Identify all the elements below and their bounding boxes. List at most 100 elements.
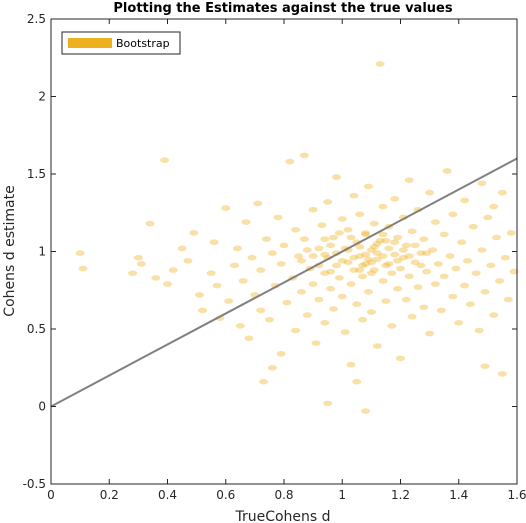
scatter-point (264, 316, 274, 323)
x-tick-label: 0.6 (216, 488, 235, 502)
scatter-point (366, 270, 376, 277)
scatter-point (497, 189, 507, 196)
x-tick-label: 1 (338, 488, 346, 502)
scatter-point (419, 304, 429, 311)
scatter-point (410, 259, 420, 266)
scatter-point (364, 183, 373, 190)
scatter-point (343, 259, 353, 266)
x-axis-label: TrueCohens d (234, 509, 330, 523)
scatter-point (366, 259, 376, 266)
scatter-point (352, 378, 362, 385)
scatter-point (425, 330, 435, 337)
scatter-point (244, 335, 254, 342)
scatter-point (323, 400, 333, 407)
scatter-point (267, 365, 277, 371)
scatter-point (372, 343, 382, 349)
scatter-point (308, 281, 318, 287)
scatter-point (291, 227, 301, 233)
scatter-point (256, 307, 266, 314)
scatter-point (442, 168, 452, 174)
scatter-point (329, 306, 338, 312)
scatter-point (439, 273, 449, 280)
scatter-point (364, 289, 373, 295)
scatter-point (384, 245, 394, 252)
y-axis-label: Cohens d estimate (2, 185, 18, 316)
scatter-point (457, 239, 467, 245)
scatter-point (320, 251, 330, 258)
legend-label-bootstrap: Bootstrap (116, 37, 170, 50)
scatter-point (346, 361, 356, 368)
scatter-point (297, 258, 306, 264)
scatter-point (276, 261, 286, 267)
scatter-point (378, 253, 388, 259)
scatter-point (326, 268, 336, 275)
x-tick-label: 0.4 (158, 488, 177, 502)
y-tick-label: 2.5 (27, 12, 46, 26)
scatter-point (358, 262, 368, 269)
scatter-point (407, 313, 417, 320)
scatter-point (451, 265, 461, 272)
scatter-point (503, 296, 513, 303)
scatter-point (320, 270, 330, 277)
scatter-point (337, 258, 347, 264)
scatter-point (378, 203, 388, 210)
x-tick-label: 0.2 (100, 488, 119, 502)
scatter-point (253, 200, 263, 207)
scatter-point (361, 261, 371, 267)
scatter-point (378, 278, 388, 284)
scatter-point (413, 284, 423, 290)
scatter-point (279, 242, 289, 249)
scatter-point (209, 239, 219, 245)
scatter-point (224, 298, 234, 304)
scatter-point (381, 237, 391, 244)
scatter-point (448, 293, 458, 300)
scatter-point (331, 262, 341, 269)
scatter-point (282, 299, 292, 306)
x-tick-label: 0.8 (274, 488, 293, 502)
y-axis: -0.5 0 0.5 1 1.5 2 2.5 (23, 12, 517, 491)
scatter-point (416, 262, 426, 269)
scatter-point (375, 61, 385, 67)
x-tick-label: 1.6 (507, 488, 526, 502)
scatter-point (267, 250, 277, 256)
scatter-point (445, 253, 455, 259)
scatter-point (460, 282, 470, 289)
x-tick-label: 1.4 (449, 488, 468, 502)
scatter-point (454, 320, 464, 326)
scatter-point (372, 240, 382, 247)
scatter-point (349, 192, 359, 199)
scatter-point (355, 211, 365, 218)
scatter-point (163, 281, 172, 287)
legend-box (61, 31, 181, 55)
scatter-point (247, 254, 257, 261)
chart-title: Plotting the Estimates against the true … (113, 1, 452, 16)
reference-line (50, 157, 518, 408)
scatter-point (364, 256, 373, 263)
y-tick-label: -0.5 (23, 477, 46, 491)
scatter-point (396, 355, 405, 362)
scatter-point (349, 254, 359, 261)
scatter-point (343, 227, 353, 233)
scatter-point (262, 236, 271, 242)
scatter-point (393, 234, 403, 241)
scatter-point (177, 245, 187, 252)
scatter-point (232, 245, 242, 252)
scatter-point (492, 234, 502, 241)
scatter-point (390, 196, 400, 202)
scatter-point (195, 292, 204, 298)
scatter-point (474, 327, 484, 334)
scatter-point (416, 250, 426, 256)
scatter-point (381, 298, 391, 304)
scatter-point (390, 239, 400, 245)
scatter-point (477, 180, 487, 187)
scatter-point (334, 230, 344, 236)
scatter-point (285, 158, 295, 165)
plot-frame (50, 18, 518, 485)
scatter-point (430, 281, 440, 287)
y-tick-label: 1 (38, 245, 46, 259)
scatter-point (259, 378, 269, 385)
scatter-point (366, 247, 376, 253)
scatter-point (320, 236, 330, 242)
scatter-point (299, 236, 309, 242)
